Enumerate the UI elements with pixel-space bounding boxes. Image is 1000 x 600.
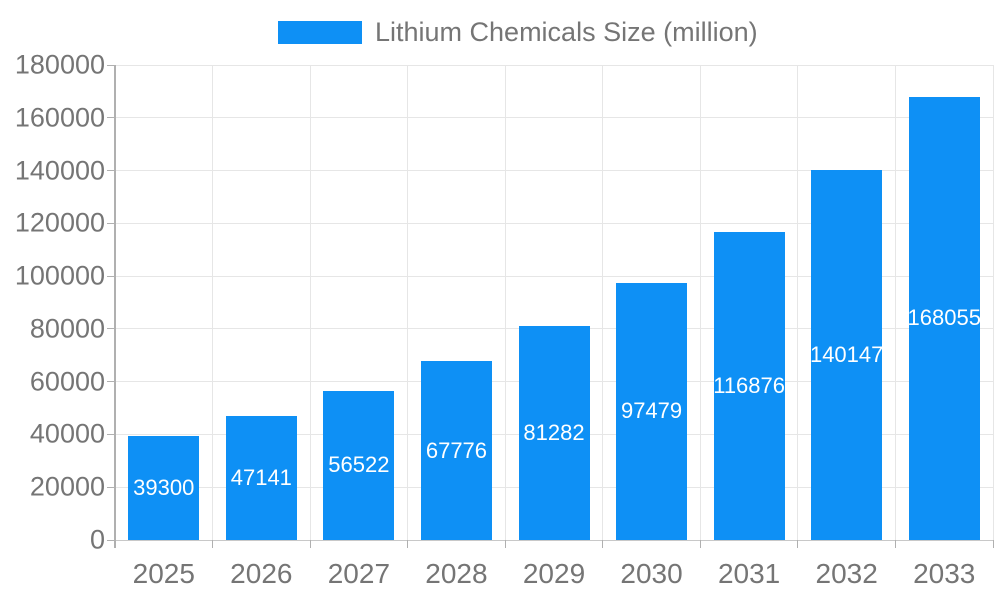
y-axis-tick [107,539,115,541]
bar-value-label: 168055 [908,305,980,331]
y-axis-tick [107,328,115,330]
x-axis-tick [992,540,994,548]
legend-swatch [278,21,362,44]
y-gridline [115,539,993,541]
y-axis-line [114,65,116,548]
x-gridline [894,65,896,540]
y-gridline [115,117,993,119]
y-axis-tick [107,222,115,224]
x-axis-label: 2026 [230,558,293,589]
y-axis-label: 120000 [14,207,105,238]
bar-value-label: 97479 [620,398,683,424]
x-gridline [797,65,799,540]
x-gridline [699,65,701,540]
x-gridline [602,65,604,540]
x-axis-label: 2032 [815,558,878,589]
x-axis-tick [407,540,409,548]
y-gridline [115,222,993,224]
y-gridline [115,275,993,277]
bar-value-label: 39300 [133,475,195,501]
y-axis-label: 40000 [29,418,105,449]
x-axis-label: 2029 [522,558,586,589]
bar-2030: 97479 [616,282,688,540]
x-axis-label: 2027 [327,558,391,589]
y-axis-tick [107,381,115,383]
bar-value-label: 56522 [328,452,390,478]
x-axis-tick [602,540,604,548]
y-axis-tick [107,433,115,435]
y-axis-tick [107,275,115,277]
y-axis-label: 20000 [29,471,105,502]
bar-2031: 116876 [713,231,785,540]
bar-value-label: 67776 [425,437,488,463]
x-axis-tick [894,540,896,548]
y-axis-label: 100000 [14,260,105,291]
bar-2033: 168055 [908,96,980,540]
y-axis-label: 0 [89,524,105,555]
legend-label: Lithium Chemicals Size (million) [375,17,758,47]
x-axis-tick [797,540,799,548]
bar-value-label: 116876 [713,372,785,398]
y-axis-tick [107,170,115,172]
bar-value-label: 81282 [523,419,585,445]
y-axis-label: 80000 [29,313,105,344]
y-gridline [115,64,993,66]
legend: Lithium Chemicals Size (million) [278,17,758,48]
bar-value-label: 140147 [811,342,883,368]
x-gridline [212,65,214,540]
x-axis-label: 2025 [132,558,195,589]
x-gridline [309,65,311,540]
x-axis-tick [309,540,311,548]
y-axis-label: 160000 [14,102,105,133]
x-gridline [504,65,506,540]
y-axis-label: 140000 [14,155,105,186]
x-axis-label: 2033 [913,558,976,589]
bar-2029: 81282 [518,325,590,540]
y-axis-label: 180000 [14,49,105,80]
bar-2026: 47141 [225,415,297,540]
y-axis-tick [107,486,115,488]
bar-2027: 56522 [323,390,395,540]
bar-2032: 140147 [811,170,883,540]
x-axis-tick [212,540,214,548]
y-gridline [115,170,993,172]
y-axis-label: 60000 [29,366,105,397]
x-axis-tick [504,540,506,548]
x-axis-label: 2030 [620,558,683,589]
x-axis-label: 2031 [717,558,781,589]
bar-value-label: 47141 [230,464,292,490]
x-gridline [407,65,409,540]
bar-2025: 39300 [128,436,200,540]
y-axis-tick [107,117,115,119]
bar-2028: 67776 [420,361,492,540]
x-axis-tick [699,540,701,548]
y-axis-tick [107,64,115,66]
x-gridline [992,65,994,540]
x-axis-label: 2028 [425,558,488,589]
